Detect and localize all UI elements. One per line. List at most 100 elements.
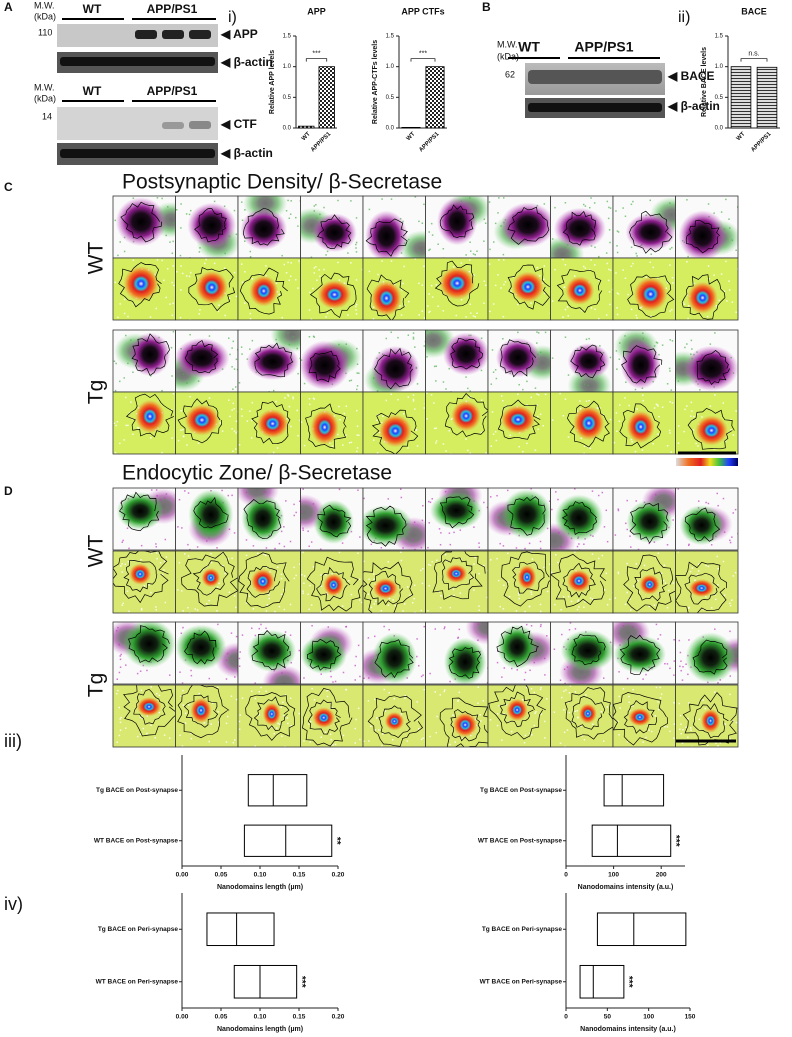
speckle bbox=[143, 585, 146, 587]
speckle bbox=[244, 209, 246, 211]
blob bbox=[188, 489, 234, 541]
speckle bbox=[383, 688, 385, 691]
speckle bbox=[657, 277, 659, 279]
speckle bbox=[434, 628, 437, 630]
speckle bbox=[278, 542, 281, 545]
speckle bbox=[121, 604, 124, 606]
speckle bbox=[626, 528, 628, 531]
micrograph-tile bbox=[237, 684, 301, 748]
speckle bbox=[233, 430, 236, 432]
micrograph-tile bbox=[612, 195, 676, 259]
speckle bbox=[217, 310, 220, 313]
speckle bbox=[583, 739, 586, 741]
speckle bbox=[503, 283, 505, 286]
speckle bbox=[356, 372, 358, 374]
speckle bbox=[542, 424, 545, 427]
chart-title: BACE bbox=[741, 6, 767, 16]
contour bbox=[366, 274, 410, 320]
blob bbox=[451, 400, 482, 432]
speckle bbox=[368, 270, 371, 273]
speckle bbox=[540, 650, 543, 652]
speckle bbox=[654, 494, 657, 496]
speckle bbox=[503, 667, 506, 669]
micrograph-tile bbox=[300, 487, 364, 551]
speckle bbox=[429, 672, 431, 675]
speckle bbox=[206, 540, 208, 542]
speckle bbox=[375, 717, 378, 719]
speckle bbox=[728, 227, 731, 229]
speckle bbox=[536, 331, 538, 333]
speckle bbox=[562, 596, 565, 598]
speckle bbox=[168, 674, 171, 676]
speckle bbox=[543, 265, 546, 267]
speckle bbox=[323, 268, 325, 271]
speckle bbox=[417, 664, 420, 667]
micrograph-tile bbox=[612, 684, 676, 748]
speckle bbox=[679, 665, 681, 668]
speckle bbox=[445, 388, 447, 390]
speckle bbox=[299, 357, 301, 360]
speckle bbox=[672, 582, 674, 584]
speckle bbox=[416, 701, 418, 703]
contour bbox=[133, 688, 166, 725]
bar bbox=[756, 66, 778, 129]
band-label: ◀ β-actin bbox=[667, 99, 720, 113]
speckle bbox=[669, 401, 671, 403]
speckle bbox=[477, 686, 479, 688]
contour bbox=[696, 350, 731, 385]
speckle bbox=[567, 436, 570, 438]
speckle bbox=[161, 259, 163, 262]
speckle bbox=[512, 276, 514, 278]
speckle bbox=[239, 651, 241, 653]
speckle bbox=[543, 566, 545, 569]
speckle bbox=[189, 319, 191, 320]
speckle bbox=[217, 710, 219, 713]
speckle bbox=[697, 445, 699, 447]
speckle bbox=[354, 742, 356, 744]
speckle bbox=[708, 277, 710, 280]
x-tick-label: 0.15 bbox=[293, 1014, 306, 1021]
speckle bbox=[602, 414, 605, 416]
speckle bbox=[458, 691, 461, 694]
speckle bbox=[142, 727, 145, 730]
speckle bbox=[238, 657, 241, 660]
speckle bbox=[393, 698, 396, 700]
speckle bbox=[502, 338, 504, 340]
contour bbox=[439, 204, 475, 238]
speckle bbox=[693, 282, 695, 285]
speckle bbox=[551, 419, 554, 421]
speckle bbox=[442, 248, 445, 250]
speckle bbox=[348, 380, 351, 382]
speckle bbox=[251, 339, 254, 342]
speckle bbox=[116, 741, 119, 743]
speckle bbox=[735, 410, 737, 412]
speckle bbox=[272, 389, 275, 392]
speckle bbox=[345, 688, 348, 691]
speckle bbox=[492, 241, 495, 243]
speckle bbox=[686, 405, 688, 407]
speckle bbox=[444, 490, 447, 493]
speckle bbox=[218, 582, 220, 585]
speckle bbox=[293, 503, 295, 506]
speckle bbox=[316, 279, 318, 281]
speckle bbox=[469, 452, 471, 454]
speckle bbox=[308, 309, 311, 311]
contour bbox=[507, 496, 546, 536]
contour bbox=[302, 687, 353, 747]
speckle bbox=[669, 370, 671, 372]
speckle bbox=[121, 571, 124, 573]
speckle bbox=[350, 262, 352, 264]
blob bbox=[250, 568, 275, 594]
speckle bbox=[617, 293, 620, 295]
speckle bbox=[702, 699, 704, 701]
speckle bbox=[484, 222, 487, 225]
speckle bbox=[175, 209, 178, 211]
speckle bbox=[630, 203, 633, 206]
speckle bbox=[722, 497, 725, 500]
speckle bbox=[189, 395, 191, 398]
significance-label: *** bbox=[296, 976, 307, 988]
speckle bbox=[660, 572, 663, 575]
speckle bbox=[281, 254, 283, 257]
speckle bbox=[310, 541, 313, 543]
speckle bbox=[622, 207, 624, 209]
